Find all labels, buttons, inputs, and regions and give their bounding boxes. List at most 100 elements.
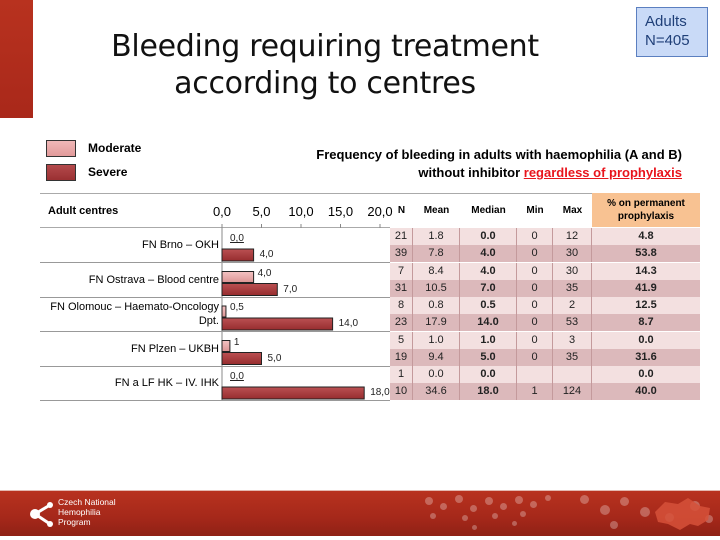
title-line-1: Bleeding requiring treatment: [111, 29, 539, 64]
molecule-dot: [462, 515, 468, 521]
molecule-dot: [530, 501, 537, 508]
cell-mean: 9.4: [413, 348, 460, 366]
cell-median: 14.0: [460, 314, 517, 332]
cell-median: 0.0: [460, 228, 517, 245]
cell-n: 8: [390, 297, 413, 314]
table-row: 8 0.8 0.5 0 2 12.5: [390, 297, 700, 314]
molecule-dot: [455, 495, 463, 503]
col-header-median: Median: [471, 204, 506, 216]
legend-item-moderate: Moderate: [46, 138, 166, 160]
cell-n: 1: [390, 366, 413, 383]
cell-min: 0: [517, 348, 553, 366]
slide-title: Bleeding requiring treatment according t…: [60, 28, 590, 102]
cell-n: 7: [390, 262, 413, 280]
bar-label-moderate: 4,0: [257, 267, 272, 279]
bar-label-severe: 18,0: [370, 387, 390, 398]
category-separator: [40, 262, 390, 263]
cell-pct: 12.5: [635, 299, 657, 311]
cell-max: 35: [553, 348, 592, 366]
bar-label-severe: 7,0: [283, 283, 298, 295]
bar-severe: [221, 386, 365, 400]
brand-strip: [0, 0, 33, 118]
molecule-dot: [705, 515, 713, 523]
cell-min: 1: [517, 383, 553, 401]
cell-n: 31: [390, 279, 413, 297]
org-line-1: Czech National: [58, 497, 116, 507]
subtitle-highlight: regardless of prophylaxis: [523, 165, 682, 180]
molecule-dot: [515, 496, 523, 504]
molecule-dot: [492, 513, 498, 519]
bar-label-severe: 14,0: [338, 318, 359, 329]
legend-swatch-severe: [46, 164, 76, 181]
bar-severe: [221, 352, 262, 365]
molecule-dot: [520, 511, 526, 517]
category-separator: [40, 296, 390, 298]
cell-max: 124: [553, 383, 592, 401]
legend-item-severe: Severe: [46, 162, 166, 184]
molecule-dot: [545, 495, 551, 501]
table-row: 21 1.8 0.0 0 12 4.8: [390, 228, 700, 245]
molecule-dot: [580, 495, 589, 504]
cell-pct: 40.0: [635, 385, 657, 398]
cell-min: 0: [517, 262, 553, 280]
cell-max: 12: [553, 228, 592, 245]
centres-column-header: Adult centres: [48, 205, 119, 217]
cell-n: 10: [390, 383, 413, 401]
cell-mean: 1.0: [413, 331, 460, 349]
col-header-mean: Mean: [423, 204, 450, 216]
cell-n: 19: [390, 348, 413, 366]
cell-n: 39: [390, 245, 413, 263]
cell-max: 53: [553, 314, 592, 332]
molecule-dot: [620, 497, 629, 506]
cell-median: 1.0: [460, 331, 517, 349]
bar-moderate: [221, 271, 255, 283]
cell-min: 0: [517, 279, 553, 297]
cell-mean: 7.8: [413, 245, 460, 263]
cell-mean: 8.4: [413, 262, 460, 280]
legend-label-severe: Severe: [88, 165, 128, 179]
category-label: FN Plzen – UKBH: [130, 342, 219, 355]
cell-mean: 34.6: [413, 383, 460, 401]
legend-swatch-moderate: [46, 140, 76, 157]
x-tick-label: 5,0: [252, 204, 271, 219]
cell-mean: 0.0: [413, 366, 460, 383]
cell-pct: 14.3: [635, 264, 657, 277]
table-row: 10 34.6 18.0 1 124 40.0: [390, 383, 700, 401]
title-line-2: according to centres: [174, 66, 476, 101]
cell-n: 23: [390, 314, 413, 332]
cell-pct: 53.8: [635, 247, 657, 260]
cell-max: 3: [553, 331, 592, 349]
network-logo-icon: [30, 502, 53, 527]
subtitle-line-1: Frequency of bleeding in adults with hae…: [316, 147, 682, 162]
cell-min: 0: [517, 245, 553, 263]
cell-max: 30: [553, 262, 592, 280]
bar-label-moderate: 0,5: [229, 302, 244, 313]
table-row: 31 10.5 7.0 0 35 41.9: [390, 279, 700, 297]
cell-pct: 0.0: [638, 368, 654, 380]
cell-median: 0.5: [460, 297, 517, 314]
category-label: FN Brno – OKH: [141, 239, 219, 251]
cell-median: 18.0: [460, 383, 517, 401]
molecule-dot: [470, 505, 477, 512]
molecule-dot: [512, 521, 517, 526]
table-top-rule: [40, 193, 700, 194]
badge-line-2: N=405: [645, 32, 690, 49]
cell-median: 0.0: [460, 366, 517, 383]
table-row: 19 9.4 5.0 0 35 31.6: [390, 348, 700, 366]
molecule-dot: [640, 507, 650, 517]
molecule-dot: [425, 497, 433, 505]
bar-label-moderate: 0,0: [230, 371, 244, 382]
cell-max: [553, 366, 592, 383]
cell-n: 21: [390, 228, 413, 245]
cell-max: 2: [553, 297, 592, 314]
subtitle-line-2: without inhibitor regardless of prophyla…: [250, 164, 682, 182]
bar-severe: [221, 248, 255, 262]
cell-mean: 10.5: [413, 279, 460, 297]
footer-banner: Czech National Hemophilia Program: [0, 490, 720, 536]
molecule-dot: [430, 513, 436, 519]
molecule-dot: [485, 497, 493, 505]
bar-severe: [221, 317, 334, 331]
cell-pct: 8.7: [638, 316, 654, 329]
cell-min: [517, 366, 553, 383]
